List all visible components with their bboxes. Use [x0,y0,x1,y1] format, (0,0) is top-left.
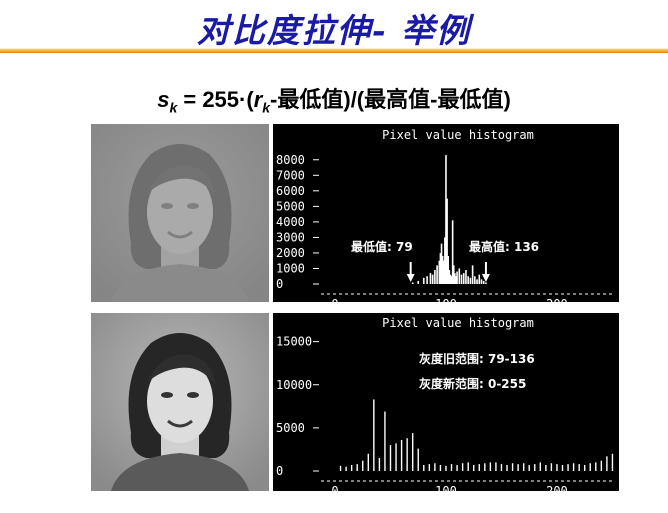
x-tick-label: 100 [435,484,457,491]
shoulders-shape [111,453,249,491]
bangs-shape [147,354,215,385]
y-tick-label: 6000 [276,184,305,198]
y-tick-label: 10000 [276,378,312,392]
formula-eq: = 255·( [177,87,254,112]
y-tick-label: 4000 [276,215,305,229]
max-arrow-icon [481,274,490,282]
smile [167,419,193,428]
y-tick-label: 0 [276,464,283,478]
histogram-stretched: Pixel value histogram 15000 10000 5000 0 0 1… [273,313,619,491]
stretch-formula: sk = 255·(rk-最低值)/(最高值-最低值) [0,82,668,115]
slide-title: 对比度拉伸- 举例 [196,11,472,50]
old-range-label: 灰度旧范围: 79-136 [419,351,535,366]
right-eye [187,392,199,398]
left-eye [161,203,173,209]
bangs-shape [147,165,215,196]
y-tick-label: 7000 [276,168,305,182]
x-tick-label: 100 [435,297,457,302]
max-value-label: 最高值: 136 [469,239,539,254]
histogram-title: Pixel value histogram [382,128,534,142]
smile [167,230,193,239]
formula-sub-k2: k [262,99,271,116]
stretched-high-contrast-photo [91,313,269,491]
x-tick-label: 0 [331,297,338,302]
y-tick-label: 3000 [276,230,305,244]
y-tick-label: 5000 [276,199,305,213]
face-shape [147,359,213,443]
right-eye [187,203,199,209]
x-tick-label: 0 [331,484,338,491]
shoulders-shape [111,264,249,302]
formula-r: r [253,87,263,112]
face-shape [147,170,213,254]
y-tick-label: 0 [276,277,283,291]
title-divider [0,48,668,53]
formula-sub-k: k [169,99,178,116]
y-tick-label: 2000 [276,246,305,260]
original-low-contrast-photo [91,124,269,302]
y-tick-label: 15000 [276,335,312,349]
min-arrow-icon [406,274,415,282]
y-tick-label: 8000 [276,153,305,167]
x-tick-label: 200 [546,484,568,491]
y-tick-label: 5000 [276,421,305,435]
histogram-title: Pixel value histogram [382,316,534,330]
formula-s: s [157,87,170,112]
new-range-label: 灰度新范围: 0-255 [419,376,526,391]
y-tick-label: 1000 [276,261,305,275]
x-tick-label: 200 [546,297,568,302]
left-eye [161,392,173,398]
formula-rest: -最低值)/(最高值-最低值) [270,87,511,112]
min-value-label: 最低值: 79 [351,239,413,254]
